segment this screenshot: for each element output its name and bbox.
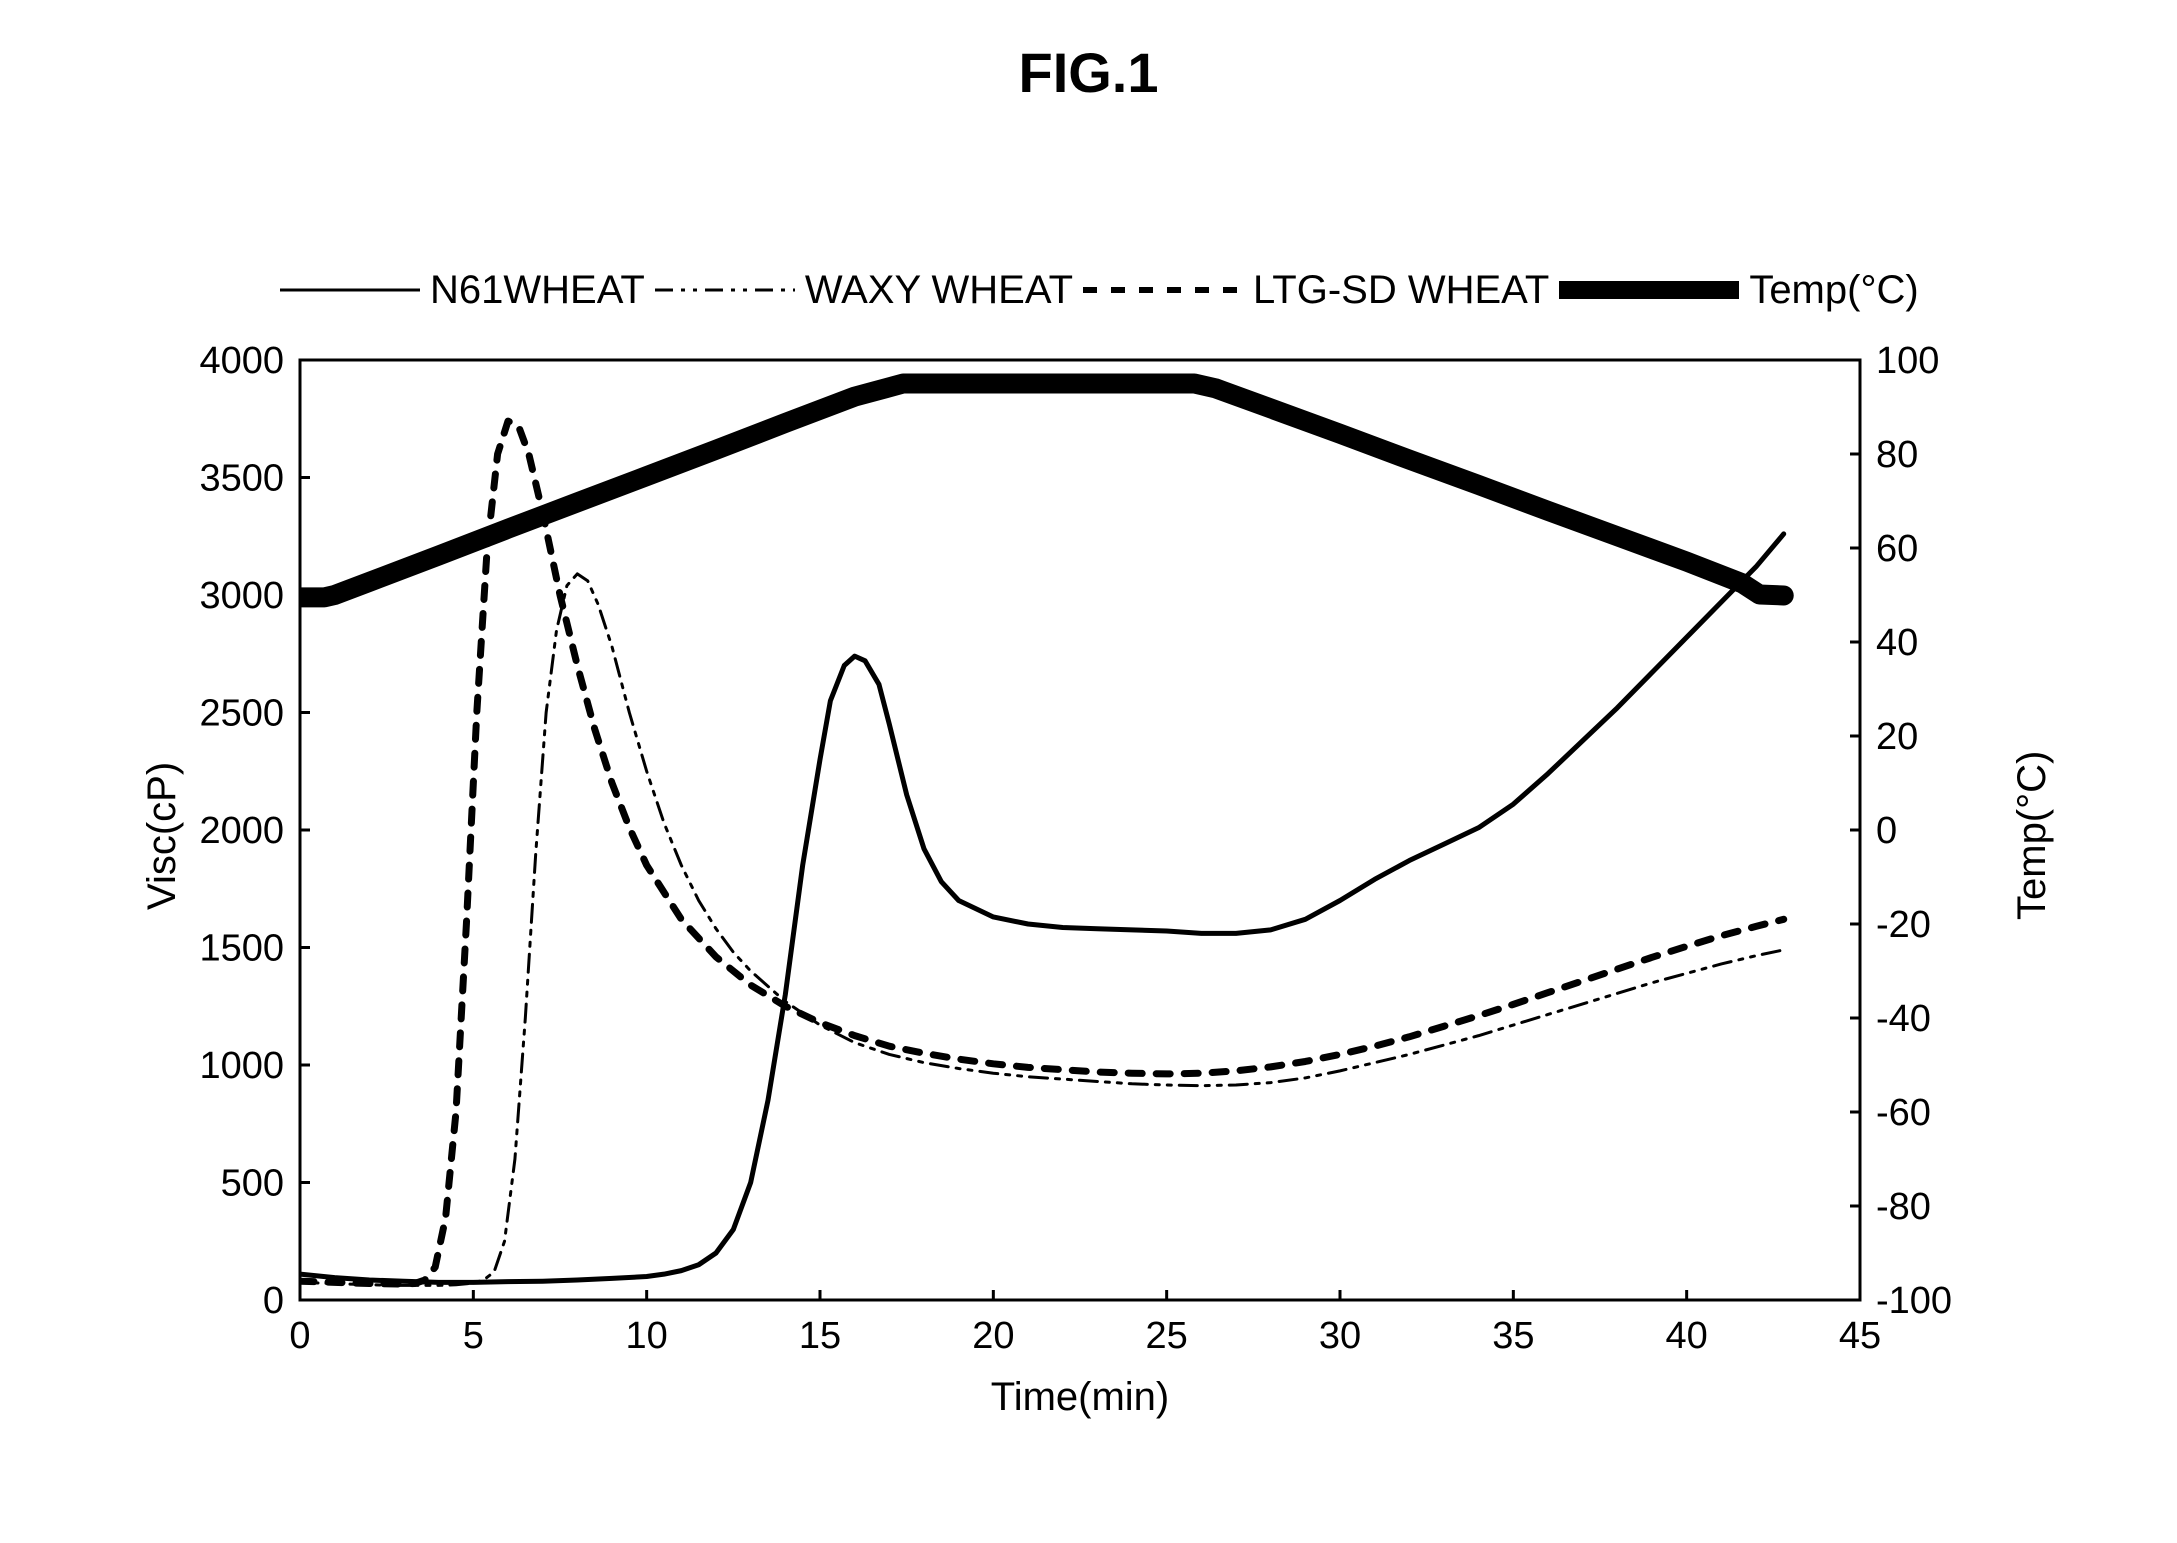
y-left-axis-label: Visc(cP) <box>140 762 185 910</box>
y-right-tick-label: -100 <box>1876 1280 1952 1322</box>
y-right-tick-label: 0 <box>1876 810 1897 852</box>
y-left-tick-label: 1500 <box>199 928 284 970</box>
x-tick-label: 10 <box>626 1315 668 1357</box>
figure-title: FIG.1 <box>0 40 2177 105</box>
x-tick-label: 5 <box>463 1315 484 1357</box>
y-left-tick-label: 3000 <box>199 575 284 617</box>
y-right-tick-label: -40 <box>1876 998 1931 1040</box>
y-right-tick-label: -80 <box>1876 1186 1931 1228</box>
x-tick-label: 20 <box>972 1315 1014 1357</box>
y-left-tick-label: 0 <box>263 1280 284 1322</box>
y-left-tick-label: 4000 <box>199 340 284 382</box>
legend-label-temp: Temp(°C) <box>1749 268 1918 313</box>
y-right-tick-label: 60 <box>1876 528 1918 570</box>
legend-sample-ltgsd <box>1083 270 1243 310</box>
y-right-tick-label: -20 <box>1876 904 1931 946</box>
legend-label-n61: N61WHEAT <box>430 268 645 313</box>
y-right-tick-label: -60 <box>1876 1092 1931 1134</box>
y-right-tick-label: 20 <box>1876 716 1918 758</box>
y-left-tick-label: 3500 <box>199 458 284 500</box>
y-left-tick-label: 2500 <box>199 693 284 735</box>
x-axis-label: Time(min) <box>300 1375 1860 1420</box>
y-right-axis-label: Temp(°C) <box>2010 751 2055 920</box>
legend-sample-n61 <box>280 270 420 310</box>
legend-label-waxy: WAXY WHEAT <box>805 268 1073 313</box>
x-tick-label: 35 <box>1492 1315 1534 1357</box>
legend-label-ltgsd: LTG-SD WHEAT <box>1253 268 1549 313</box>
y-left-tick-label: 500 <box>221 1163 284 1205</box>
chart-container: 0510152025303540450500100015002000250030… <box>100 320 2070 1470</box>
y-left-tick-label: 1000 <box>199 1045 284 1087</box>
legend-sample-waxy <box>655 270 795 310</box>
x-tick-label: 25 <box>1146 1315 1188 1357</box>
x-tick-label: 0 <box>289 1315 310 1357</box>
y-right-tick-label: 100 <box>1876 340 1939 382</box>
y-right-tick-label: 80 <box>1876 434 1918 476</box>
chart-svg: 0510152025303540450500100015002000250030… <box>100 320 2070 1470</box>
y-left-tick-label: 2000 <box>199 810 284 852</box>
legend-sample-temp <box>1559 270 1739 310</box>
y-right-tick-label: 40 <box>1876 622 1918 664</box>
x-tick-label: 30 <box>1319 1315 1361 1357</box>
x-tick-label: 40 <box>1666 1315 1708 1357</box>
legend: N61WHEAT WAXY WHEAT LTG-SD WHEAT Temp(°C… <box>280 265 1960 315</box>
x-tick-label: 15 <box>799 1315 841 1357</box>
x-tick-label: 45 <box>1839 1315 1881 1357</box>
